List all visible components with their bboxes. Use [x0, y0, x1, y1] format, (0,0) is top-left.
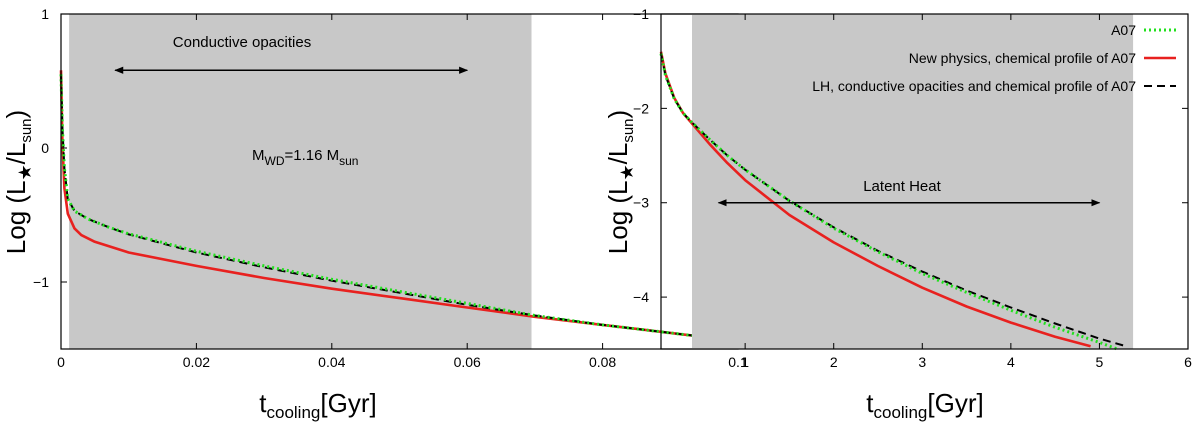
x-tick-label: 4 [1007, 354, 1015, 370]
x-tick-label: 5 [1096, 354, 1104, 370]
shaded-region [692, 14, 1134, 349]
y-tick-label: −1 [633, 6, 649, 22]
mass-label: MWD=1.16 Msun [252, 147, 358, 168]
x-tick-label: 0.06 [454, 354, 481, 370]
x-tick-label: 0.02 [183, 354, 210, 370]
y-tick-label: −3 [633, 195, 649, 211]
y-tick-label: −1 [33, 274, 49, 290]
legend-label: LH, conductive opacities and chemical pr… [812, 78, 1136, 94]
series-layer [59, 70, 739, 343]
ticks-layer: 0 0.02 0.04 0.06 0.08 0.110−1 [33, 6, 748, 370]
left-chart: 0 0.02 0.04 0.06 0.08 0.110−1 Conductive opac… [1, 6, 748, 422]
shaded-region [69, 14, 532, 349]
y-tick-label: −2 [633, 100, 649, 116]
y-tick-label: 1 [41, 6, 49, 22]
y-axis-label: Log (L★/Lsun) [603, 110, 637, 254]
x-tick-label: 0.08 [589, 354, 616, 370]
conductive-opacities-label: Conductive opacities [173, 34, 311, 51]
y-axis-label: Log (L★/Lsun) [1, 110, 35, 254]
x-tick-label: 0.1 [728, 354, 748, 370]
legend-label: New physics, chemical profile of A07 [909, 50, 1136, 66]
series-line-2 [60, 74, 739, 342]
x-tick-label: 0.04 [318, 354, 345, 370]
x-axis-label: tcooling[Gyr] [259, 388, 376, 422]
legend-label: A07 [1111, 22, 1136, 38]
plot-frame [660, 13, 1189, 350]
x-axis-label: tcooling[Gyr] [866, 388, 983, 422]
right-chart: 1 2 3 4 5 6 −1 −2 −3 −4 Latent Heat A07 New physic… [603, 6, 1192, 422]
x-tick-label: 6 [1184, 354, 1192, 370]
y-tick-label: 0 [41, 140, 49, 156]
ticks-layer: 1 2 3 4 5 6 −1 −2 −3 −4 [633, 6, 1192, 370]
series-line-0 [659, 53, 1118, 351]
x-tick-label: 3 [918, 354, 926, 370]
x-tick-label: 0 [57, 354, 65, 370]
latent-heat-label: Latent Heat [863, 178, 941, 195]
x-tick-label: 1 [741, 354, 749, 370]
legend: A07 New physics, chemical profile of A07 L… [812, 22, 1176, 94]
y-tick-label: −4 [633, 289, 649, 305]
x-tick-label: 2 [830, 354, 838, 370]
